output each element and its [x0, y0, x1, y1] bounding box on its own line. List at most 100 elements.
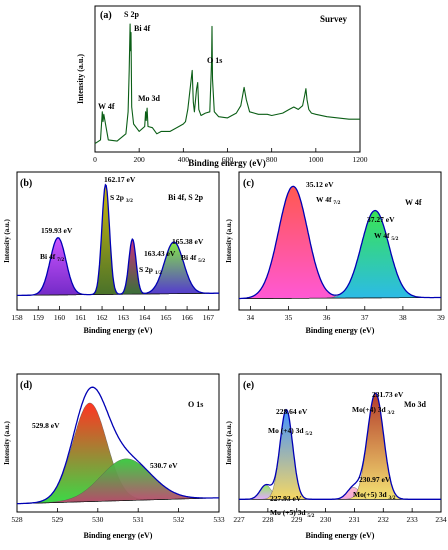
x-tick-label: 231	[349, 515, 361, 524]
x-tick-label: 163	[118, 313, 130, 322]
peak-area	[239, 409, 441, 500]
x-axis-label: Binding energy (eV)	[84, 531, 153, 540]
survey-chart: (a) Survey Intensity (a.u.) Binding ener…	[76, 5, 368, 168]
x-tick-label: 166	[181, 313, 193, 322]
plot-frame	[238, 373, 442, 513]
x-tick-label: 600	[222, 155, 234, 164]
peak-value-label: 530.7 eV	[150, 461, 178, 470]
panel-label: (e)	[243, 380, 254, 391]
survey-line	[94, 23, 360, 145]
x-tick-label: 200	[134, 155, 146, 164]
corner-label: O 1s	[188, 400, 203, 409]
x-tick-label: 230	[320, 515, 332, 524]
plot-frame	[16, 171, 220, 311]
x-tick-label: 38	[399, 313, 407, 322]
x-tick-label: 232	[378, 515, 390, 524]
peak-value-label: 230.97 eV	[359, 475, 391, 484]
corner-label: W 4f	[405, 198, 422, 207]
x-tick-label: 528	[11, 515, 23, 524]
x-tick-label: 164	[139, 313, 151, 322]
x-tick-label: 39	[437, 313, 445, 322]
x-tick-label: 37	[361, 313, 369, 322]
x-tick-label: 532	[173, 515, 185, 524]
x-tick-label: 36	[323, 313, 331, 322]
peak-value-label: 162.17 eV	[104, 175, 136, 184]
peak-label: O 1s	[207, 56, 222, 65]
x-tick-label: 234	[435, 515, 447, 524]
w4f-chart: (c) W 4f Intensity (a.u.) Binding energy…	[225, 171, 445, 335]
peak-species-label: Mo (+5) 3d 5/2	[270, 508, 315, 519]
plot-frame	[16, 373, 220, 513]
peak-species-label: Mo(+5) 3d 3/2	[353, 490, 396, 501]
envelope-line	[239, 185, 441, 300]
peak-label: S 2p	[124, 10, 139, 19]
panel-label: (c)	[243, 178, 254, 189]
peak-value-label: 163.43 eV	[144, 249, 176, 258]
x-tick-label: 159	[33, 313, 45, 322]
y-axis-label: Intensity (a.u.)	[76, 54, 85, 104]
bi4f-s2p-chart: (b) Bi 4f, S 2p Intensity (a.u.) Binding…	[3, 171, 220, 335]
peak-species-label: S 2p 1/2	[139, 265, 162, 276]
panel-label: (b)	[20, 178, 32, 189]
plot-frame	[238, 171, 442, 311]
mo3d-chart: (e) Mo 3d Intensity (a.u.) Binding energ…	[225, 373, 447, 540]
peak-species-label: W 4f 7/2	[316, 195, 341, 206]
x-tick-label: 1200	[353, 155, 368, 164]
x-tick-label: 228	[262, 515, 274, 524]
o1s-chart: (d) O 1s Intensity (a.u.) Binding energy…	[3, 373, 225, 540]
x-axis-label: Binding energy (eV)	[188, 158, 266, 168]
peak-value-label: 159.93 eV	[41, 226, 73, 235]
x-tick-label: 165	[160, 313, 172, 322]
x-tick-label: 161	[75, 313, 87, 322]
y-axis-label: Intensity (a.u.)	[225, 420, 233, 464]
peak-value-label: 231.73 eV	[372, 390, 404, 399]
x-tick-label: 167	[203, 313, 215, 322]
x-tick-label: 800	[266, 155, 278, 164]
peak-value-label: 37.27 eV	[367, 215, 395, 224]
y-axis-label: Intensity (a.u.)	[3, 218, 11, 262]
peak-species-label: W 4f 5/2	[374, 231, 399, 242]
peak-species-label: Mo(+4) 3d 3/2	[352, 405, 395, 416]
peak-value-label: 228.64 eV	[276, 407, 308, 416]
peak-species-label: Bi 4f 5/2	[181, 253, 205, 264]
corner-label: Mo 3d	[404, 400, 427, 409]
envelope-line	[17, 183, 219, 297]
peak-value-label: 227.93 eV	[270, 494, 302, 503]
corner-label: Survey	[320, 14, 348, 24]
y-axis-label: Intensity (a.u.)	[225, 218, 233, 262]
peak-label: Mo 3d	[138, 94, 161, 103]
x-tick-label: 530	[92, 515, 104, 524]
peak-label: W 4f	[98, 102, 115, 111]
panel-label: (d)	[20, 380, 32, 391]
peak-value-label: 529.8 eV	[32, 421, 60, 430]
x-tick-label: 158	[11, 313, 23, 322]
background-line	[17, 497, 219, 505]
x-tick-label: 162	[96, 313, 108, 322]
x-tick-label: 160	[54, 313, 66, 322]
x-tick-label: 35	[285, 313, 293, 322]
x-tick-label: 229	[291, 515, 303, 524]
corner-label: Bi 4f, S 2p	[168, 193, 204, 202]
background-line	[239, 297, 441, 299]
peak-species-label: Bi 4f 7/2	[40, 252, 64, 263]
x-tick-label: 0	[93, 155, 97, 164]
panel-label: (a)	[100, 10, 112, 21]
x-axis-label: Binding energy (eV)	[84, 326, 153, 335]
x-tick-label: 34	[247, 313, 255, 322]
x-tick-label: 400	[178, 155, 190, 164]
x-tick-label: 533	[213, 515, 225, 524]
peak-area	[239, 392, 441, 500]
envelope-line	[239, 392, 441, 500]
peak-value-label: 35.12 eV	[306, 180, 334, 189]
x-tick-label: 529	[52, 515, 64, 524]
y-axis-label: Intensity (a.u.)	[3, 420, 11, 464]
peak-value-label: 165.38 eV	[172, 237, 204, 246]
x-axis-label: Binding energy (eV)	[306, 326, 375, 335]
peak-species-label: Mo (+4) 3d 5/2	[268, 426, 313, 437]
x-tick-label: 531	[133, 515, 145, 524]
x-tick-label: 227	[233, 515, 245, 524]
peak-species-label: S 2p 3/2	[110, 193, 133, 204]
envelope-line	[16, 386, 220, 505]
x-tick-label: 233	[407, 515, 419, 524]
